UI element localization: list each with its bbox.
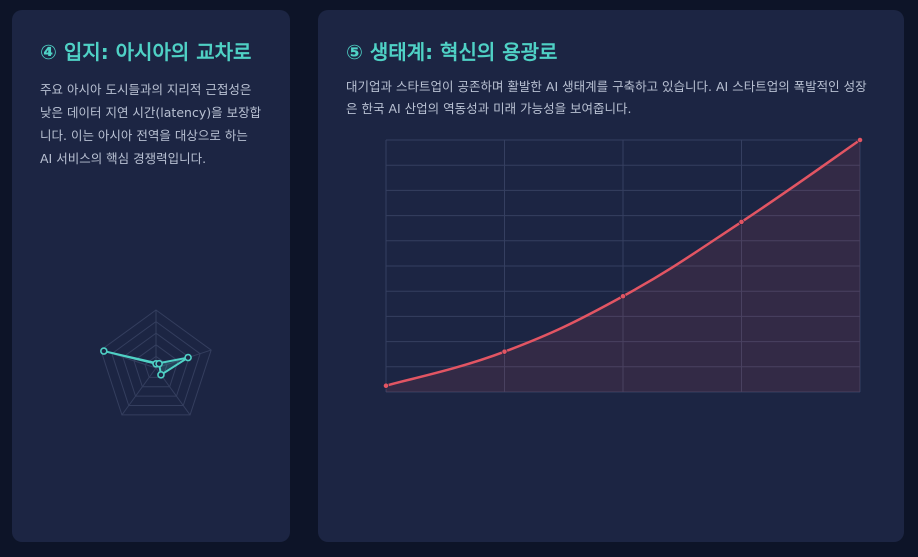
radar-grid-ring <box>144 355 168 378</box>
ecosystem-title: ⑤ 생태계: 혁신의 용광로 <box>346 40 558 64</box>
data-point <box>857 137 863 143</box>
radar-point <box>155 359 163 368</box>
radar-spoke <box>121 367 157 416</box>
radar-grid-ring <box>122 332 190 397</box>
data-point <box>620 293 626 300</box>
radar-series-area <box>103 350 189 377</box>
radar-grid-ring <box>100 309 212 416</box>
location-title: ④ 입지: 아시아의 교차로 <box>40 40 252 64</box>
radar-point <box>157 371 165 379</box>
data-point <box>738 219 745 225</box>
radar-point <box>184 353 192 362</box>
data-point <box>501 348 508 355</box>
location-description: 주요 아시아 도시들과의 지리적 근접성은 낮은 데이터 지연 시간(laten… <box>40 82 262 166</box>
ecosystem-card: ⑤ 생태계: 혁신의 용광로 대기업과 스타트업이 공존하며 활발한 AI 생태… <box>318 10 904 542</box>
radar-grid-ring <box>111 320 201 407</box>
radar-point <box>100 347 108 355</box>
location-card: ④ 입지: 아시아의 교차로 주요 아시아 도시들과의 지리적 근접성은 낮은 … <box>12 10 290 542</box>
startup-growth-line-chart <box>383 137 863 393</box>
series-area-fill <box>386 140 860 392</box>
data-point <box>383 382 389 389</box>
radar-chart <box>100 309 212 416</box>
ecosystem-description: 대기업과 스타트업이 공존하며 활발한 AI 생태계를 구축하고 있습니다. A… <box>346 79 867 116</box>
